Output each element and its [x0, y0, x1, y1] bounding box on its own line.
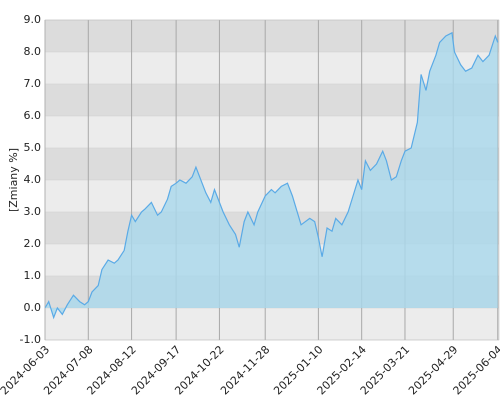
grid-band: [45, 52, 499, 84]
y-tick-label: 4.0: [24, 173, 42, 186]
y-tick-label: 3.0: [24, 205, 42, 218]
y-tick-label: 6.0: [24, 109, 42, 122]
y-tick-label: 1.0: [24, 269, 42, 282]
line: [44, 31, 499, 320]
y-tick-label: 7.0: [24, 77, 42, 90]
y-tick-label: 9.0: [24, 13, 42, 26]
plot-frame: [44, 19, 500, 341]
y-tick-label: 0.0: [24, 301, 42, 314]
y-tick-label: 8.0: [24, 45, 42, 58]
grid-band: [45, 20, 499, 52]
y-tick-label: 5.0: [24, 141, 42, 154]
grid-band: [45, 308, 499, 340]
y-tick-label: 2.0: [24, 237, 42, 250]
x-tick-label: 2024-11-28: [218, 343, 272, 397]
y-axis-label: [Zmiany %]: [7, 148, 20, 212]
area: [45, 32, 498, 318]
y-tick-label: -1.0: [20, 333, 41, 346]
